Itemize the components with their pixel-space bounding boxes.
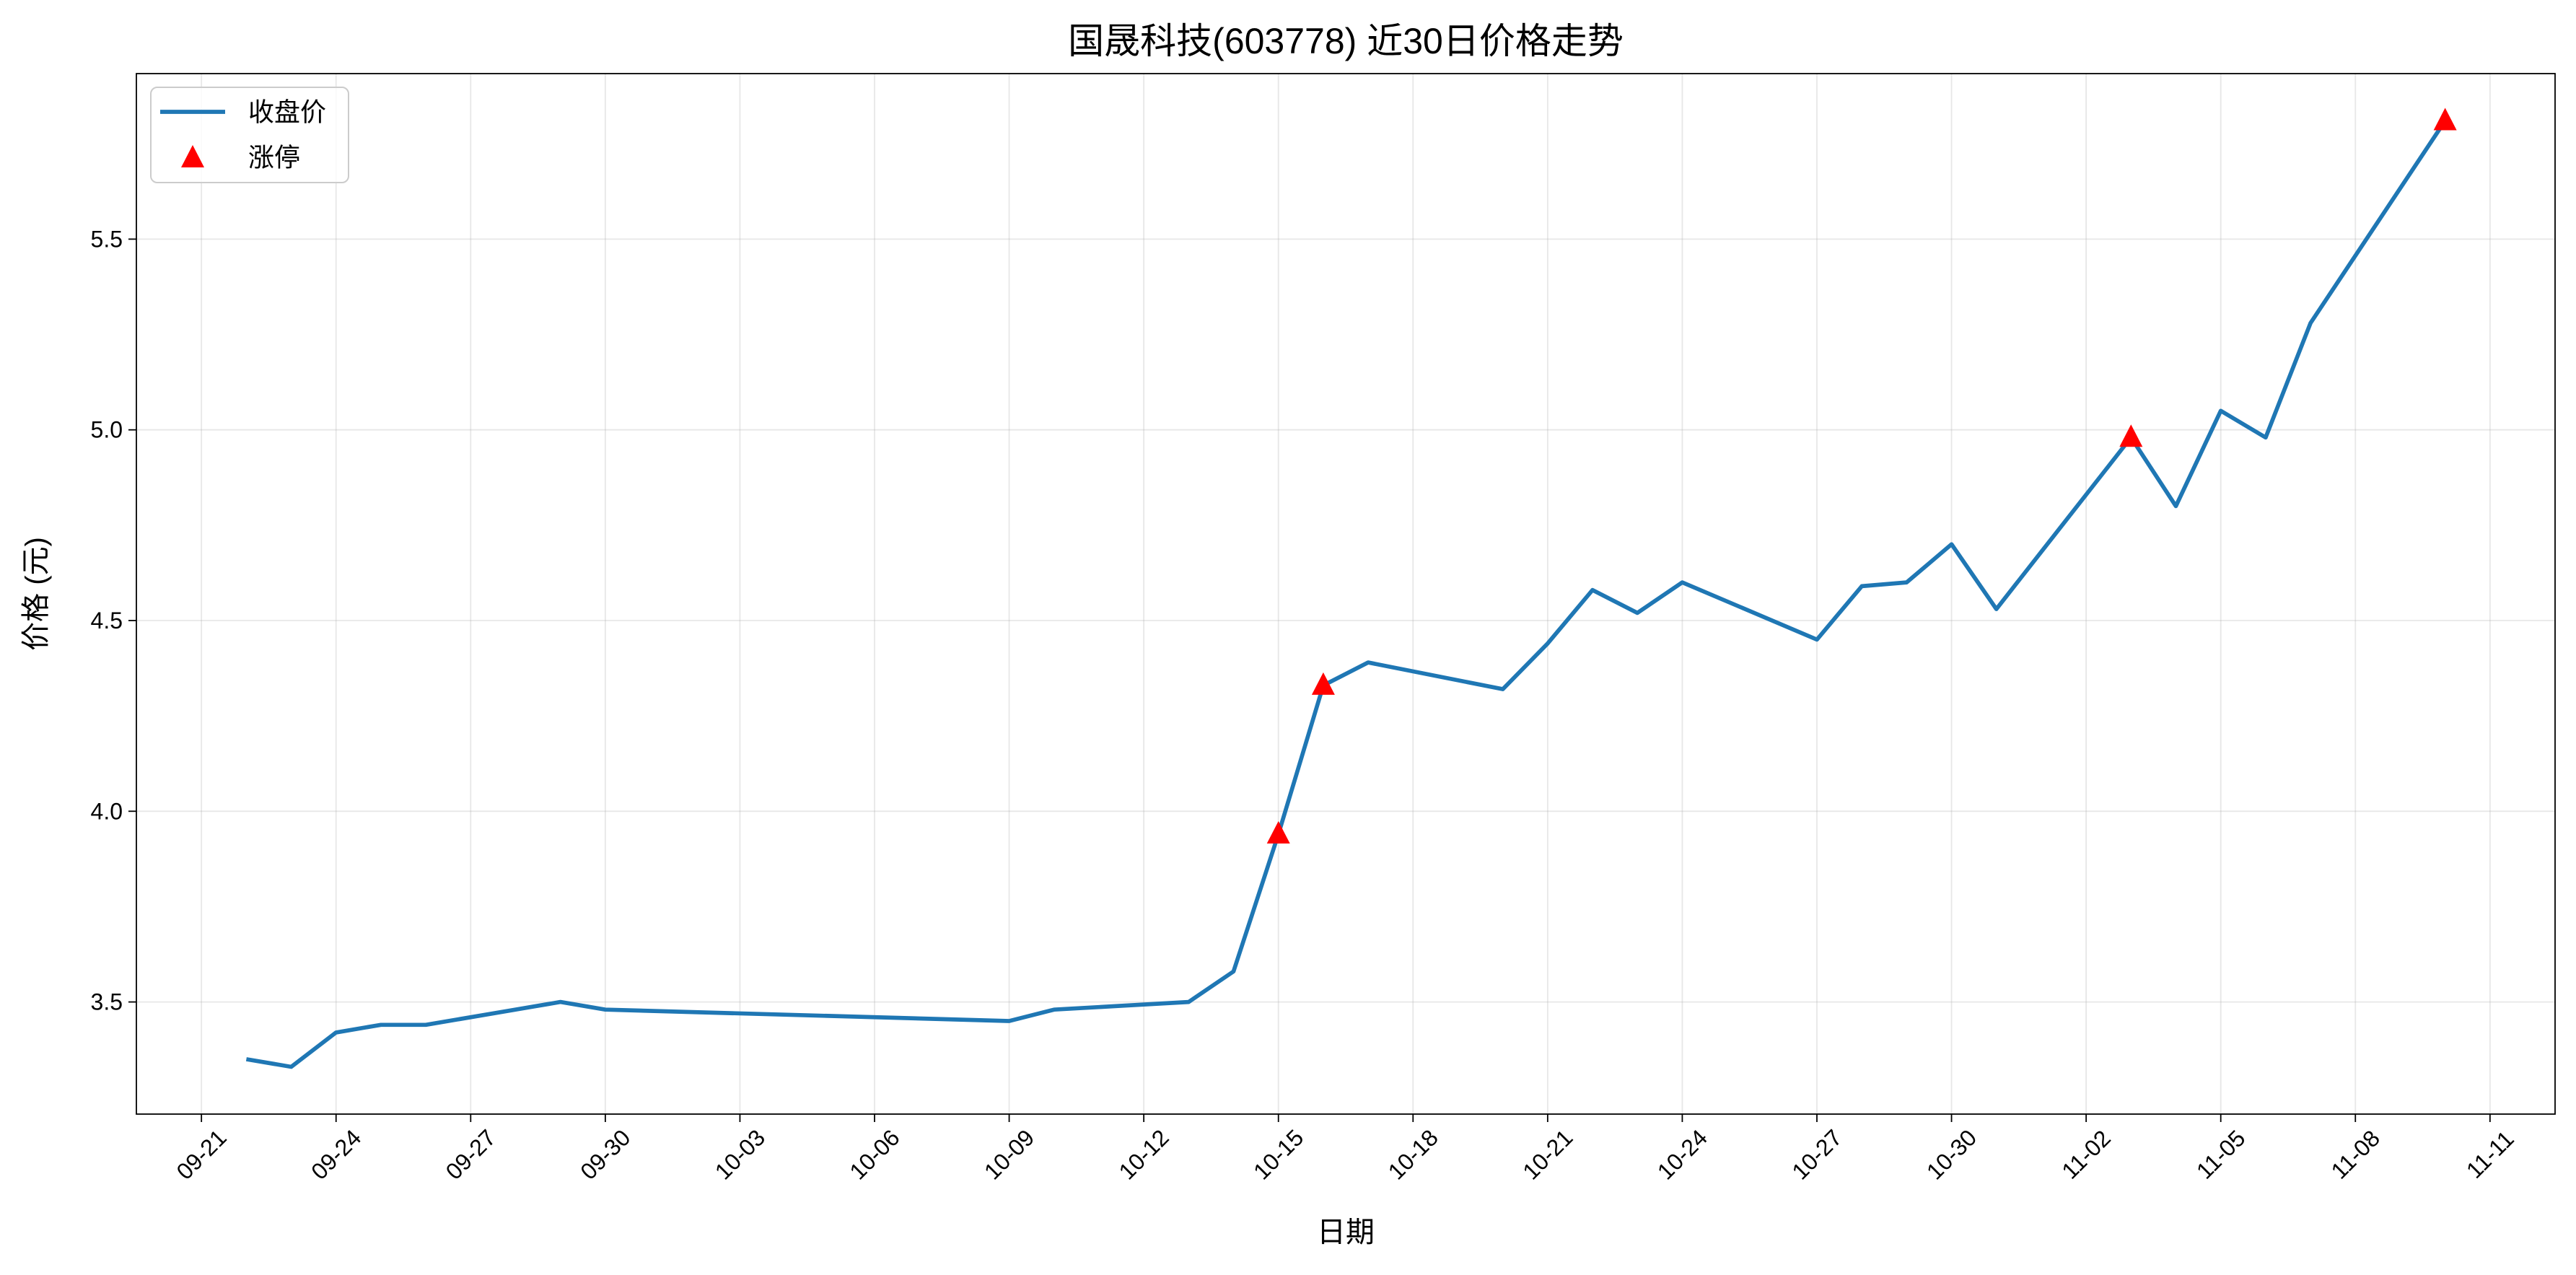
legend-label-close: 收盘价: [248, 97, 326, 127]
legend-triangle-swatch: [181, 145, 204, 167]
series-line-close-price: [245, 119, 2447, 1069]
chart-title: 国晟科技(603778) 近30日价格走势: [1068, 21, 1624, 61]
y-tick-label: 5.0: [91, 417, 123, 443]
y-axis-label: 价格 (元): [20, 537, 52, 651]
legend-label-limit-up: 涨停: [248, 143, 300, 172]
limit-up-marker: [2119, 424, 2143, 447]
y-tick-label: 3.5: [91, 989, 123, 1015]
y-tick-label: 4.0: [91, 798, 123, 824]
y-tick-label: 5.5: [91, 226, 123, 252]
y-tick-label: 4.5: [91, 608, 123, 634]
legend: 收盘价 涨停: [150, 87, 349, 183]
axes-frame: [136, 73, 2556, 1115]
limit-up-marker: [1311, 672, 1335, 695]
plot-area: [245, 108, 2457, 1069]
x-axis-label: 日期: [1317, 1217, 1375, 1248]
grid: [136, 74, 2555, 1114]
limit-up-marker: [1266, 821, 1290, 844]
limit-up-marker: [2433, 108, 2457, 131]
